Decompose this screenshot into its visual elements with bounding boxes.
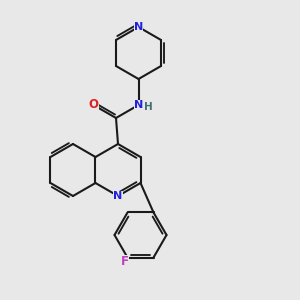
Text: N: N xyxy=(134,22,143,32)
Text: F: F xyxy=(121,255,129,268)
Text: N: N xyxy=(134,100,143,110)
Text: N: N xyxy=(113,191,123,201)
Text: H: H xyxy=(144,102,153,112)
Text: O: O xyxy=(88,98,98,112)
